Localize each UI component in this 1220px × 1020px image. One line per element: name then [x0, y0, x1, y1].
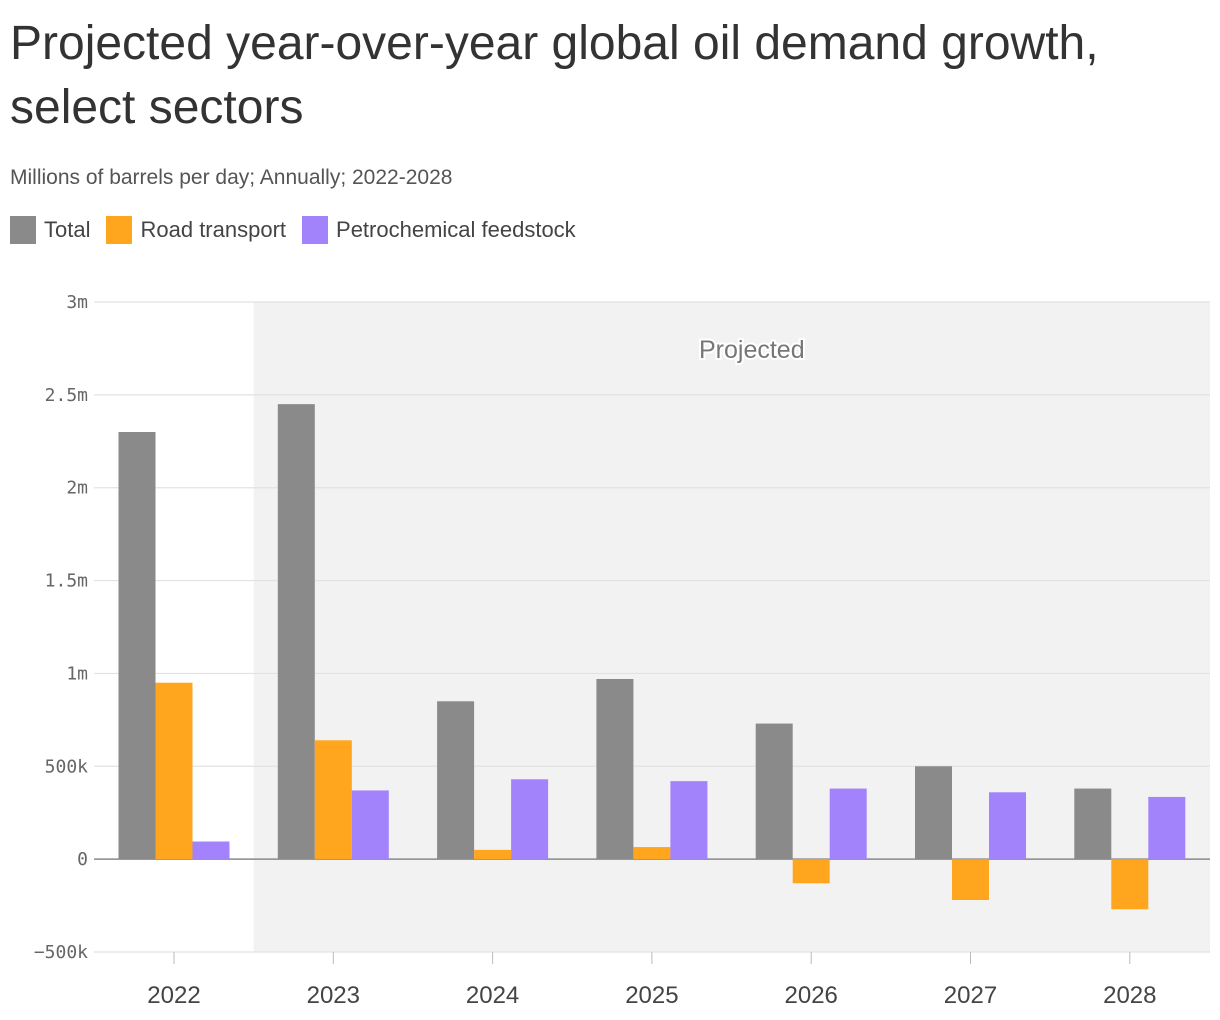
x-tick-label: 2022 [147, 982, 200, 1009]
y-tick-label: 1.5m [45, 571, 88, 592]
legend-item-1: Road transport [106, 216, 286, 244]
legend-swatch [106, 216, 133, 244]
x-tick-label: 2023 [307, 982, 360, 1009]
x-tick-label: 2027 [944, 982, 997, 1009]
x-tick-label: 2028 [1103, 982, 1156, 1009]
bar-total [1074, 788, 1112, 860]
bar-petrochemical-feedstock [989, 792, 1026, 860]
legend: Total Road transport Petrochemical feedsto… [10, 216, 592, 244]
chart-subtitle: Millions of barrels per day; Annually; 2… [10, 166, 453, 189]
bar-road-transport [633, 847, 671, 860]
bar-total [437, 701, 475, 860]
bar-petrochemical-feedstock [670, 781, 708, 860]
bar-total [755, 723, 793, 860]
legend-label: Petrochemical feedstock [336, 217, 576, 242]
bar-road-transport [952, 859, 989, 900]
legend-item-0: Total [10, 216, 90, 244]
bar-petrochemical-feedstock [829, 788, 867, 860]
legend-label: Total [44, 217, 91, 242]
bar-petrochemical-feedstock [351, 790, 389, 860]
x-tick-label: 2026 [785, 982, 838, 1009]
legend-swatch [10, 216, 36, 244]
bar-petrochemical-feedstock [511, 779, 549, 860]
bar-road-transport [1111, 859, 1149, 910]
projected-label: Projected [699, 336, 805, 364]
x-tick-label: 2024 [466, 982, 519, 1009]
legend-swatch [302, 216, 329, 244]
bar-petrochemical-feedstock [1148, 796, 1186, 860]
bar-road-transport [474, 849, 512, 860]
bar-petrochemical-feedstock [192, 841, 230, 860]
y-tick-label: 2m [66, 478, 88, 499]
bar-road-transport [792, 859, 830, 884]
y-tick-label: 3m [66, 292, 88, 313]
chart-title: Projected year-over-year global oil dema… [10, 17, 1099, 134]
legend-label: Road transport [140, 217, 287, 242]
y-tick-label: −500k [34, 942, 88, 963]
bar-total [118, 432, 156, 860]
bar-total [915, 766, 952, 860]
bar-total [277, 404, 315, 860]
y-tick-label: 2.5m [45, 385, 88, 406]
legend-item-2: Petrochemical feedstock [302, 216, 576, 244]
y-tick-label: 0 [77, 849, 88, 870]
y-tick-label: 500k [45, 756, 89, 777]
y-tick-label: 1m [66, 663, 88, 684]
bar-total [596, 679, 634, 860]
x-tick-label: 2025 [625, 982, 678, 1009]
bar-road-transport [155, 682, 193, 860]
projected-region [253, 302, 1210, 952]
bar-road-transport [314, 740, 352, 860]
